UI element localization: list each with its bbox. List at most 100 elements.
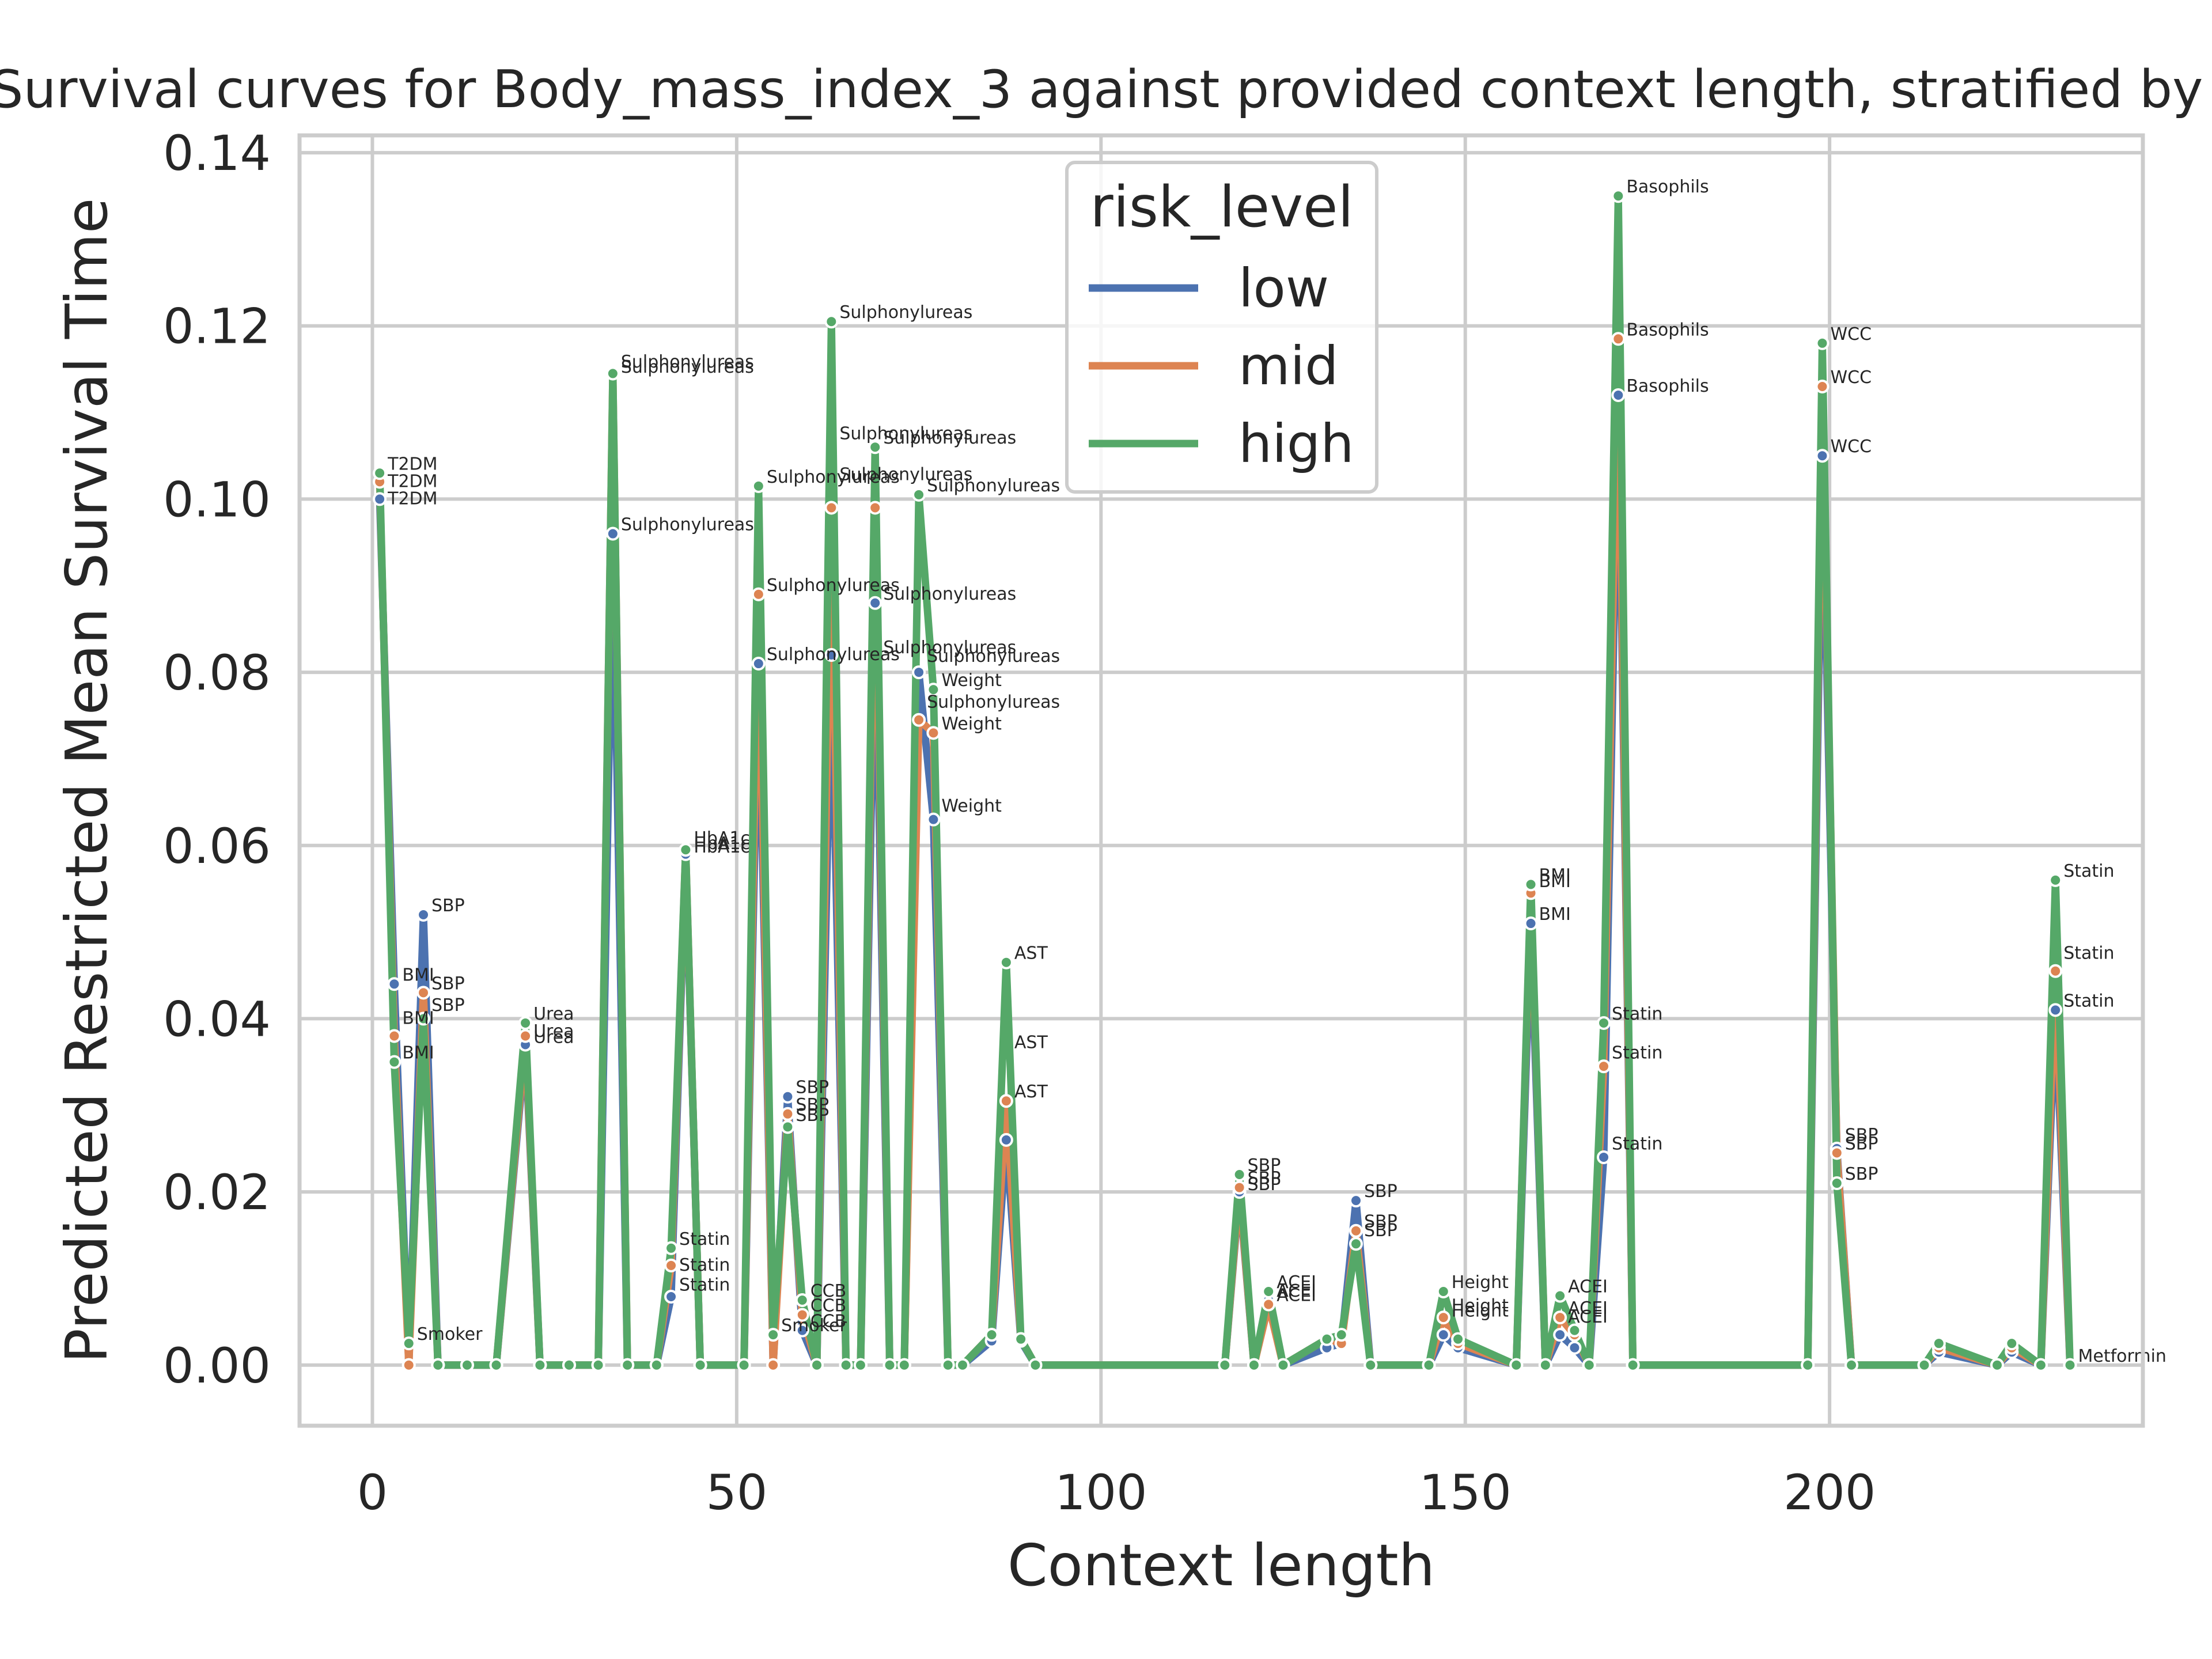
data-point-high <box>1218 1358 1232 1372</box>
point-annotation: BMI <box>1539 872 1571 892</box>
data-point-mid <box>1597 1059 1611 1074</box>
legend-entries: low mid high <box>1089 257 1354 475</box>
data-point-high <box>2005 1336 2019 1351</box>
point-annotation: AST <box>1014 1082 1048 1102</box>
data-point-high <box>679 843 693 857</box>
point-annotation: AST <box>1014 944 1048 964</box>
point-annotation: CCB <box>810 1312 846 1332</box>
point-annotation: Urea <box>533 1004 574 1024</box>
data-point-high <box>984 1328 999 1342</box>
data-point-high <box>2048 873 2063 887</box>
data-point-low <box>795 1323 809 1338</box>
data-point-high <box>431 1358 445 1372</box>
data-point-low <box>912 665 926 680</box>
data-point-low <box>1597 1150 1611 1164</box>
point-annotation: Basophils <box>1626 320 1709 340</box>
data-point-mid <box>1436 1310 1450 1325</box>
data-point-high <box>839 1358 853 1372</box>
x-axis-ticks: 0 50 100 150 200 <box>357 1464 1876 1521</box>
point-annotation: Statin <box>2063 861 2114 881</box>
data-point-high <box>1014 1332 1028 1346</box>
point-annotation: HbA1c <box>694 828 750 849</box>
point-annotation: Weight <box>941 714 1002 734</box>
point-annotation: HbA1c <box>694 834 750 854</box>
point-annotation: Urea <box>533 1028 574 1048</box>
data-point-high <box>1422 1358 1436 1372</box>
y-tick-label: 0.08 <box>163 645 271 701</box>
data-point-low <box>2048 1003 2063 1017</box>
point-annotation: ACEI <box>1277 1272 1316 1293</box>
data-point-low <box>387 977 402 991</box>
data-point-high <box>766 1328 781 1342</box>
point-annotation: Sulphonylureas <box>767 645 900 665</box>
point-annotation: HbA1c <box>694 837 750 857</box>
data-point-high <box>416 1012 431 1026</box>
data-point-mid <box>1232 1180 1247 1195</box>
point-annotation: Smoker <box>781 1316 847 1336</box>
data-point-high <box>373 466 387 480</box>
point-annotation: SBP <box>796 1078 829 1098</box>
point-annotation: T2DM <box>387 454 437 474</box>
point-annotation: SBP <box>431 896 465 916</box>
point-annotation: SBP <box>1248 1169 1281 1189</box>
data-point-high <box>2033 1358 2048 1372</box>
point-annotation: T2DM <box>387 488 437 509</box>
point-annotation: Sulphonylureas <box>927 476 1060 496</box>
data-point-high <box>1320 1332 1334 1346</box>
point-annotation: SBP <box>1248 1175 1281 1195</box>
point-annotation: Statin <box>1612 1043 1662 1063</box>
data-point-high <box>897 1358 911 1372</box>
data-point-high <box>1262 1284 1276 1298</box>
y-tick-label: 0.00 <box>163 1338 271 1394</box>
data-point-high <box>605 366 620 381</box>
point-annotation: BMI <box>1539 865 1571 885</box>
point-annotation: CCB <box>810 1281 846 1301</box>
point-annotation: Weight <box>941 796 1002 816</box>
data-point-high <box>926 683 941 697</box>
data-point-high <box>1830 1176 1844 1191</box>
point-annotation: Weight <box>941 671 1002 691</box>
legend-label-low: low <box>1238 257 1329 319</box>
data-point-high <box>751 479 766 493</box>
point-annotation: ACEI <box>1568 1307 1608 1327</box>
point-annotation: Sulphonylureas <box>621 352 754 372</box>
data-point-high <box>999 955 1013 969</box>
x-tick-label: 50 <box>706 1464 767 1521</box>
data-point-mid <box>518 1029 533 1043</box>
x-tick-label: 0 <box>357 1464 388 1521</box>
point-annotation: Sulphonylureas <box>839 302 972 323</box>
data-point-high <box>1815 336 1830 350</box>
data-point-high <box>620 1358 635 1372</box>
point-annotation: T2DM <box>387 471 437 491</box>
data-point-high <box>460 1358 474 1372</box>
point-annotation: Sulphonylureas <box>839 424 972 444</box>
data-point-mid <box>1611 332 1626 346</box>
y-axis-label: Predicted Restricted Mean Survival Time <box>53 198 120 1363</box>
point-annotation: Sulphonylureas <box>767 575 900 596</box>
point-annotation: Basophils <box>1626 177 1709 197</box>
data-point-high <box>1538 1358 1552 1372</box>
point-annotation: WCC <box>1830 437 1872 457</box>
y-tick-label: 0.12 <box>163 298 271 355</box>
data-point-mid <box>1262 1297 1276 1312</box>
data-point-high <box>941 1358 955 1372</box>
data-point-high <box>1917 1358 1931 1372</box>
point-annotation: Sulphonylureas <box>883 638 1016 658</box>
legend-box <box>1065 161 1378 494</box>
data-point-high <box>1626 1358 1640 1372</box>
data-point-high <box>1611 189 1626 203</box>
data-point-low <box>664 1290 679 1304</box>
point-annotation: AST <box>1014 1033 1048 1053</box>
data-point-low <box>926 812 941 827</box>
data-point-high <box>955 1358 969 1372</box>
data-point-mid <box>868 501 882 515</box>
data-point-mid <box>664 1258 679 1272</box>
legend: risk_level low mid high <box>1065 161 1378 494</box>
x-tick-label: 200 <box>1783 1464 1876 1521</box>
point-annotation: SBP <box>796 1095 829 1115</box>
data-point-low <box>416 908 431 922</box>
data-point-low <box>373 492 387 506</box>
legend-title: risk_level <box>1090 175 1353 240</box>
